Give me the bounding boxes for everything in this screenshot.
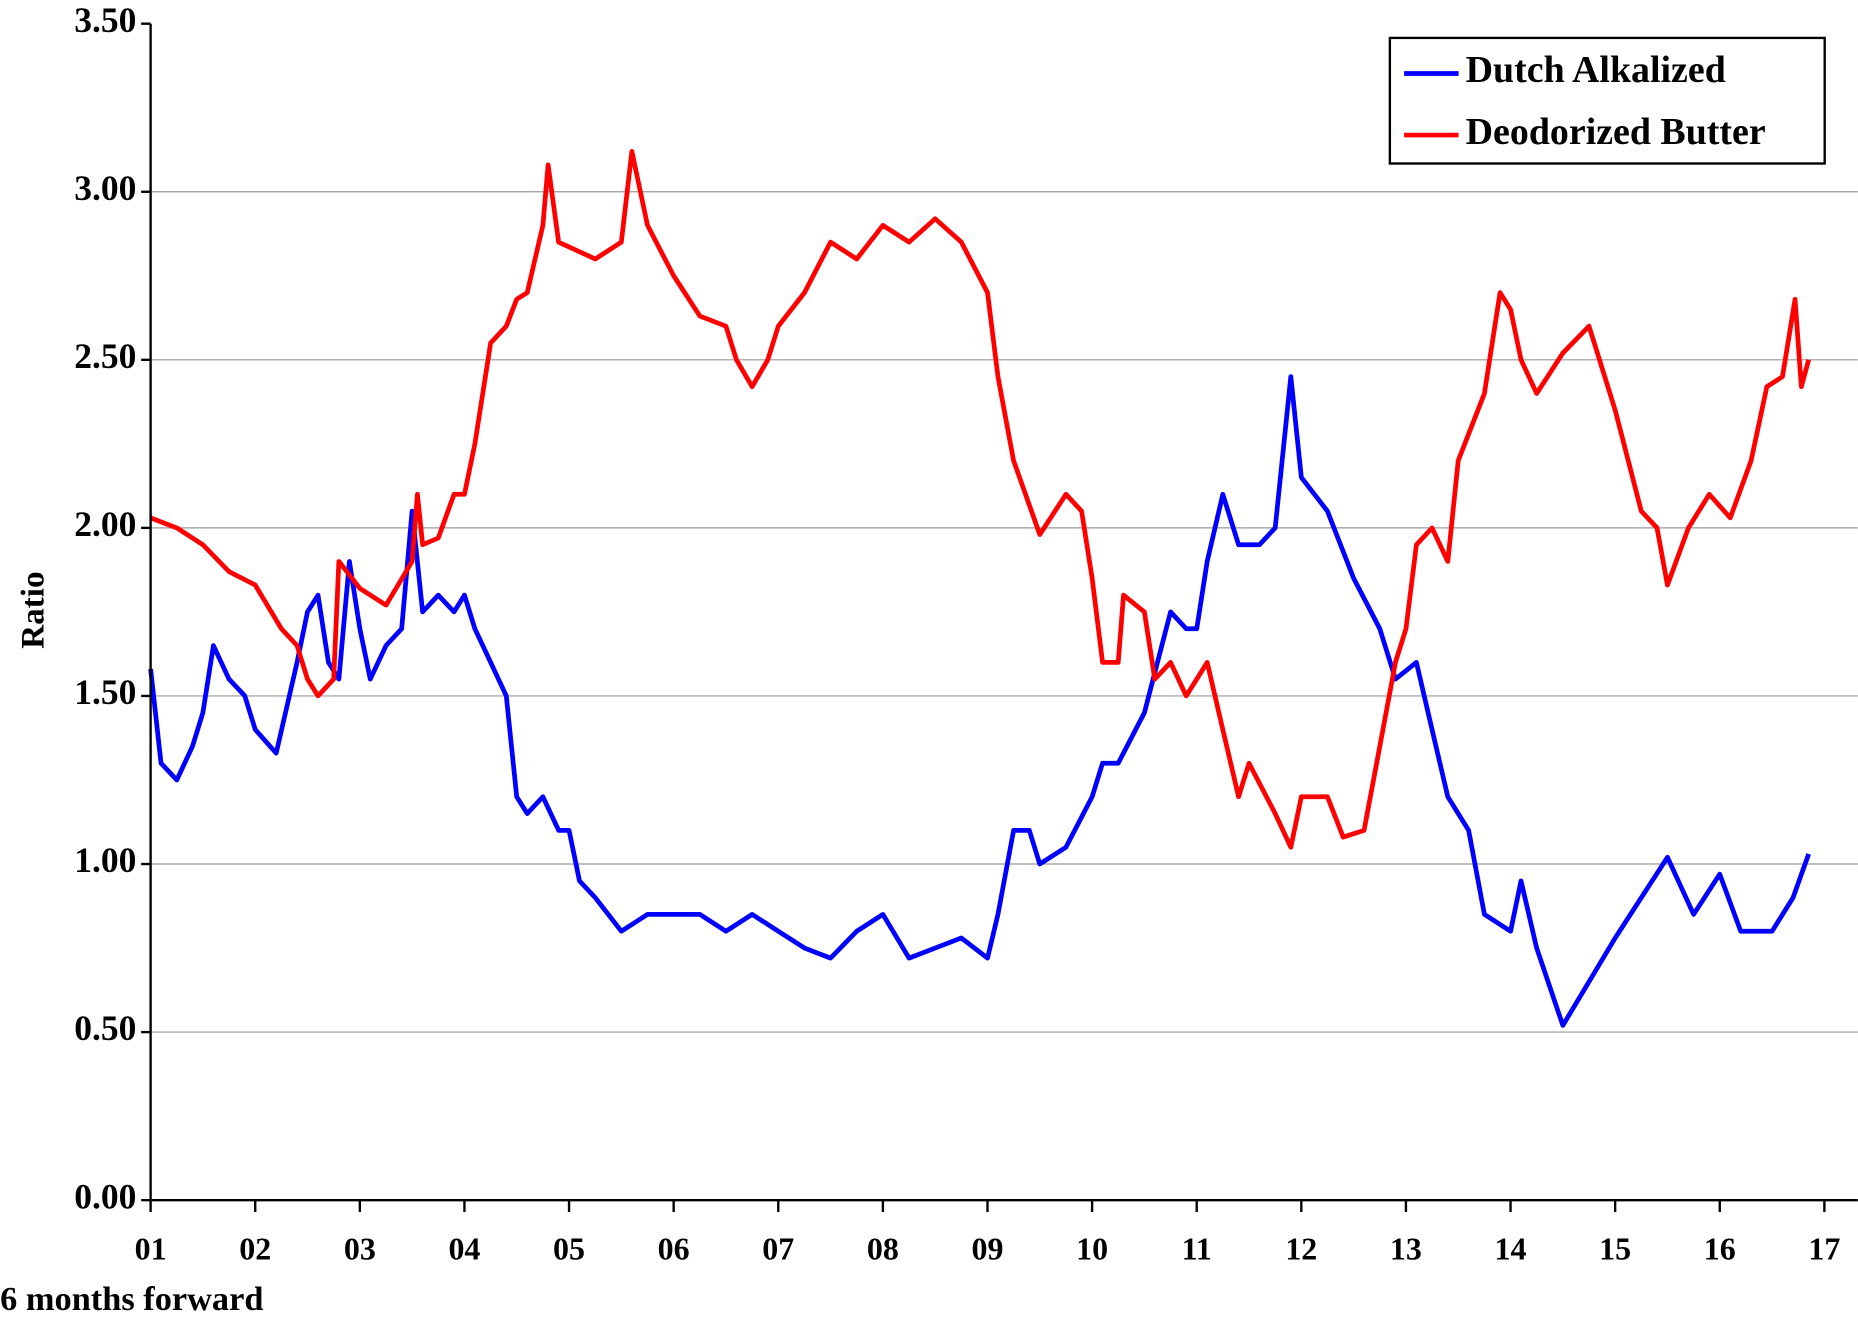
y-axis-label: Ratio	[14, 571, 51, 648]
line	[149, 149, 1811, 850]
y-tick-label: 2.50	[74, 336, 136, 376]
x-tick-label: 05	[553, 1232, 585, 1267]
y-tick-label: 2.00	[74, 504, 136, 544]
x-tick-label: 01	[135, 1232, 167, 1267]
x-tick-label: 02	[239, 1232, 271, 1267]
legend-box	[1388, 36, 1826, 165]
x-tick-label: 16	[1704, 1232, 1736, 1267]
y-tick-label: 1.50	[74, 672, 136, 712]
y-tick-label: 3.50	[74, 0, 136, 40]
line	[148, 374, 1811, 1028]
x-tick-label: 08	[867, 1232, 899, 1267]
x-tick-label: 11	[1182, 1232, 1212, 1267]
x-tick-label: 09	[972, 1232, 1004, 1267]
legend-label: Dutch Alkalized	[1466, 49, 1726, 91]
x-tick-label: 03	[344, 1232, 376, 1267]
x-tick-label: 06	[658, 1232, 690, 1267]
y-tick-label: 1.00	[74, 840, 136, 880]
y-tick-label: 3.00	[74, 168, 136, 208]
legend-label: Deodorized Butter	[1466, 111, 1766, 153]
x-tick-label: 15	[1599, 1232, 1631, 1267]
x-tick-label: 13	[1390, 1232, 1422, 1267]
x-tick-label: 10	[1076, 1232, 1108, 1267]
x-tick-label: 14	[1495, 1232, 1527, 1267]
note: 6 months forward	[0, 1280, 263, 1318]
y-tick-label: 0.50	[74, 1008, 136, 1048]
x-tick-label: 12	[1285, 1232, 1317, 1267]
x-tick-label: 17	[1808, 1232, 1840, 1267]
x-tick-label: 04	[448, 1232, 480, 1267]
y-tick-label: 0.00	[74, 1176, 136, 1216]
x-tick-label: 07	[762, 1232, 794, 1267]
